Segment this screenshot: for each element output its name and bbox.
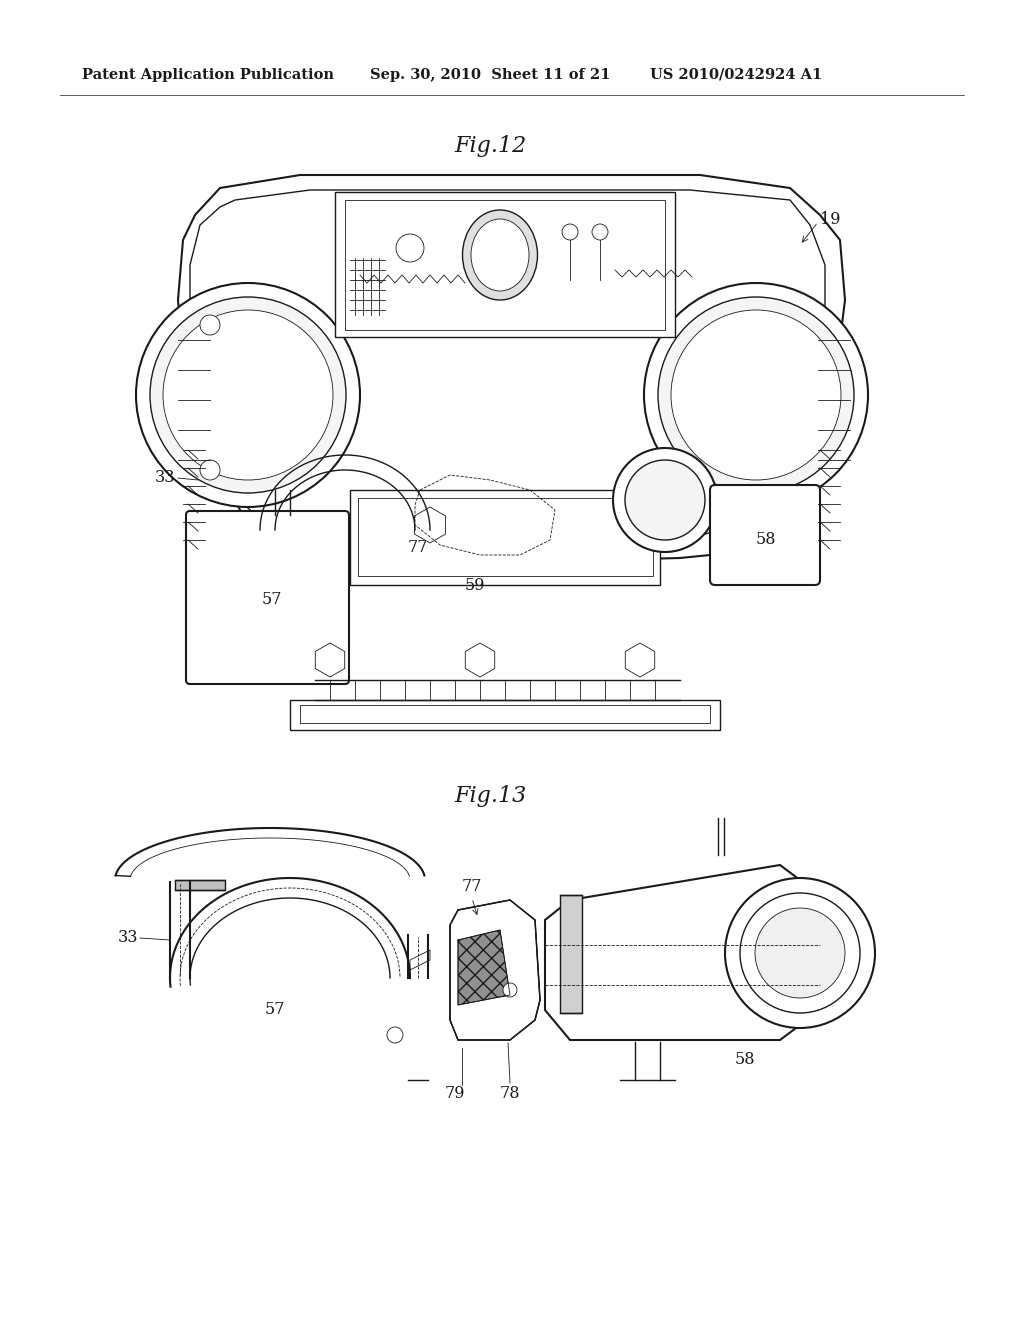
Text: 57: 57 [265,1002,286,1019]
Bar [290,700,720,730]
Circle shape [658,297,854,492]
Ellipse shape [471,219,529,290]
Circle shape [200,315,220,335]
Text: 78: 78 [500,1085,520,1102]
Text: 58: 58 [735,1052,756,1068]
Text: US 2010/0242924 A1: US 2010/0242924 A1 [650,69,822,82]
Circle shape [625,459,705,540]
Bar [175,880,225,890]
Text: Fig.12: Fig.12 [454,135,526,157]
Text: Patent Application Publication: Patent Application Publication [82,69,334,82]
Bar [350,490,660,585]
Circle shape [163,310,333,480]
Bar [300,705,710,723]
Bar [335,191,675,337]
Circle shape [613,447,717,552]
Text: Sep. 30, 2010  Sheet 11 of 21: Sep. 30, 2010 Sheet 11 of 21 [370,69,610,82]
Circle shape [396,234,424,261]
Circle shape [671,310,841,480]
Circle shape [136,282,360,507]
Polygon shape [545,865,820,1040]
Polygon shape [458,931,510,1005]
Circle shape [200,459,220,480]
Circle shape [725,878,874,1028]
Circle shape [387,1027,403,1043]
Circle shape [755,908,845,998]
Text: 33: 33 [155,470,175,487]
Polygon shape [190,190,825,558]
Circle shape [740,894,860,1012]
Polygon shape [450,900,540,1040]
Polygon shape [178,176,845,579]
Text: 33: 33 [118,929,138,946]
Text: 77: 77 [462,878,482,895]
Text: Fig.13: Fig.13 [454,785,526,807]
Text: 57: 57 [262,591,283,609]
FancyBboxPatch shape [186,511,349,684]
FancyBboxPatch shape [710,484,820,585]
Circle shape [150,297,346,492]
Text: 19: 19 [820,211,841,228]
Circle shape [592,224,608,240]
Text: 59: 59 [465,577,485,594]
Bar [560,895,582,1012]
Text: 79: 79 [444,1085,465,1102]
Bar [358,498,653,576]
Circle shape [644,282,868,507]
Circle shape [562,224,578,240]
Circle shape [503,983,517,997]
Text: 58: 58 [756,532,776,549]
Bar [345,201,665,330]
Text: 77: 77 [408,540,428,557]
Ellipse shape [463,210,538,300]
